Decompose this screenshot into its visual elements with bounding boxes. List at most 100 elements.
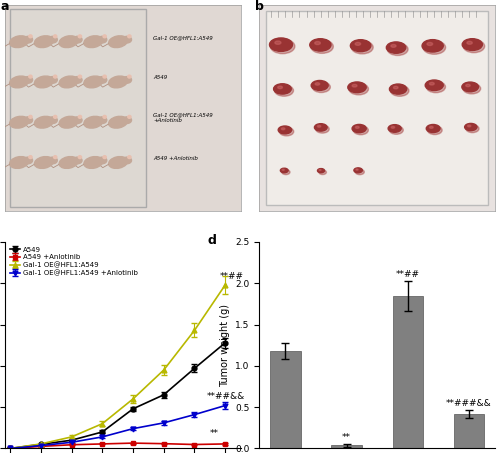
Ellipse shape (73, 157, 82, 164)
Ellipse shape (108, 36, 128, 48)
Ellipse shape (108, 76, 128, 88)
Ellipse shape (84, 116, 103, 128)
Ellipse shape (128, 156, 131, 159)
Ellipse shape (54, 156, 57, 159)
Ellipse shape (24, 36, 32, 43)
Ellipse shape (352, 84, 357, 87)
Ellipse shape (355, 43, 360, 45)
Ellipse shape (98, 117, 107, 124)
Ellipse shape (350, 40, 371, 52)
FancyBboxPatch shape (10, 9, 146, 207)
Ellipse shape (356, 169, 358, 170)
Text: **: ** (210, 429, 219, 438)
Ellipse shape (128, 116, 131, 118)
Ellipse shape (48, 77, 58, 83)
Ellipse shape (84, 36, 103, 48)
Ellipse shape (84, 157, 103, 169)
Text: **###&&: **###&& (446, 399, 492, 408)
Ellipse shape (390, 126, 404, 134)
Ellipse shape (78, 156, 82, 159)
Bar (392, 296, 423, 448)
Ellipse shape (78, 75, 82, 78)
Ellipse shape (426, 81, 446, 93)
FancyBboxPatch shape (266, 11, 488, 205)
Ellipse shape (278, 86, 282, 89)
Ellipse shape (54, 75, 57, 78)
Ellipse shape (391, 126, 394, 128)
Text: a: a (0, 0, 9, 14)
Ellipse shape (356, 169, 364, 175)
Ellipse shape (348, 82, 366, 93)
Text: d: d (208, 234, 216, 247)
Ellipse shape (386, 42, 406, 53)
Ellipse shape (282, 128, 285, 130)
Ellipse shape (463, 83, 480, 94)
Ellipse shape (280, 127, 293, 136)
Ellipse shape (282, 169, 284, 170)
Ellipse shape (316, 125, 329, 133)
Ellipse shape (128, 75, 131, 78)
Ellipse shape (73, 117, 82, 124)
Ellipse shape (427, 43, 432, 45)
Ellipse shape (34, 36, 54, 48)
Ellipse shape (349, 83, 368, 95)
Text: Gal-1 OE@HFL1:A549
+Anlotinib: Gal-1 OE@HFL1:A549 +Anlotinib (154, 113, 213, 124)
Ellipse shape (29, 156, 32, 159)
Ellipse shape (274, 84, 291, 94)
Ellipse shape (78, 35, 82, 38)
Bar (332, 445, 362, 448)
Ellipse shape (425, 80, 443, 91)
Ellipse shape (10, 76, 29, 88)
Ellipse shape (390, 84, 406, 94)
Ellipse shape (354, 168, 362, 173)
Ellipse shape (319, 170, 326, 174)
Bar (270, 351, 300, 448)
Ellipse shape (466, 125, 479, 133)
Ellipse shape (318, 169, 324, 173)
Ellipse shape (463, 40, 484, 53)
Ellipse shape (426, 125, 440, 133)
Ellipse shape (122, 77, 132, 83)
Ellipse shape (98, 36, 107, 43)
Legend: A549, A549 +Anlotinib, Gal-1 OE@HFL1:A549, Gal-1 OE@HFL1:A549 +Anlotinib: A549, A549 +Anlotinib, Gal-1 OE@HFL1:A54… (8, 246, 140, 277)
Ellipse shape (270, 38, 292, 51)
Ellipse shape (73, 36, 82, 43)
Ellipse shape (394, 87, 398, 89)
Ellipse shape (10, 36, 29, 48)
Ellipse shape (29, 35, 32, 38)
Ellipse shape (103, 116, 106, 118)
Ellipse shape (388, 125, 401, 132)
Ellipse shape (122, 36, 132, 43)
Ellipse shape (103, 35, 106, 38)
Ellipse shape (280, 168, 288, 173)
Ellipse shape (103, 156, 106, 159)
Text: Gal-1 OE@HFL1:A549: Gal-1 OE@HFL1:A549 (154, 35, 213, 40)
Ellipse shape (356, 126, 359, 128)
Ellipse shape (391, 44, 396, 47)
Ellipse shape (84, 76, 103, 88)
Ellipse shape (430, 82, 434, 85)
Ellipse shape (311, 81, 328, 91)
Ellipse shape (54, 35, 57, 38)
Ellipse shape (315, 83, 320, 85)
Ellipse shape (318, 125, 321, 127)
Ellipse shape (73, 77, 82, 83)
Ellipse shape (98, 157, 107, 164)
Ellipse shape (468, 125, 471, 127)
Ellipse shape (354, 125, 368, 135)
Ellipse shape (312, 82, 330, 92)
Ellipse shape (274, 85, 293, 96)
Ellipse shape (108, 116, 128, 128)
Ellipse shape (282, 169, 290, 175)
Ellipse shape (122, 117, 132, 124)
Ellipse shape (103, 75, 106, 78)
Ellipse shape (128, 35, 131, 38)
Ellipse shape (423, 41, 446, 54)
Text: A549: A549 (154, 75, 168, 80)
Ellipse shape (270, 39, 295, 54)
Ellipse shape (10, 157, 29, 169)
Ellipse shape (34, 157, 54, 169)
Ellipse shape (10, 116, 29, 128)
Ellipse shape (278, 126, 291, 134)
Bar (454, 414, 484, 448)
